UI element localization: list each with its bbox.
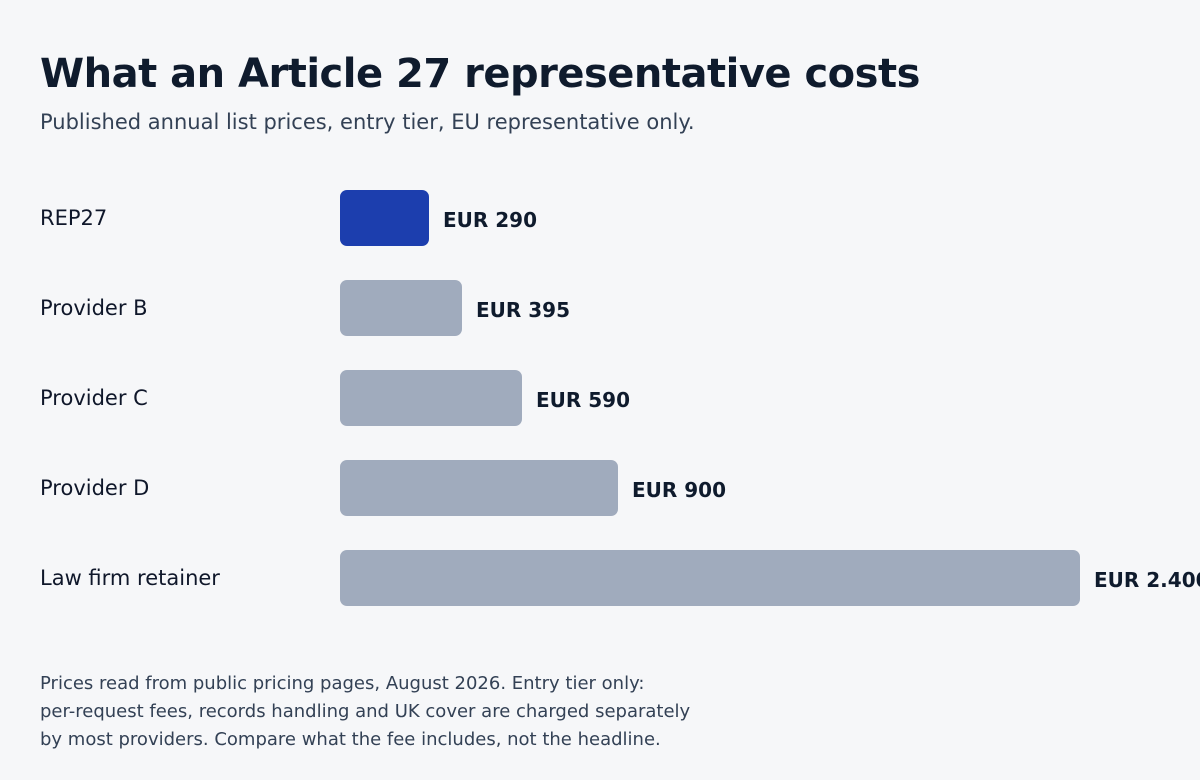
value-label: EUR 395 bbox=[476, 298, 571, 322]
bar-row: REP27 EUR 290 bbox=[0, 190, 1200, 246]
footnote-line-1: Prices read from public pricing pages, A… bbox=[40, 673, 645, 694]
chart-subtitle: Published annual list prices, entry tier… bbox=[40, 110, 695, 134]
value-label: EUR 290 bbox=[443, 208, 538, 232]
footnote-line-3: by most providers. Compare what the fee … bbox=[40, 729, 661, 750]
category-label: Provider B bbox=[40, 296, 148, 320]
bar-row: Provider B EUR 395 bbox=[0, 280, 1200, 336]
category-label: REP27 bbox=[40, 206, 108, 230]
bar bbox=[340, 370, 522, 426]
footnote-line-2: per-request fees, records handling and U… bbox=[40, 701, 691, 722]
category-label: Provider C bbox=[40, 386, 148, 410]
value-label: EUR 590 bbox=[536, 388, 631, 412]
category-label: Provider D bbox=[40, 476, 150, 500]
footnote: Prices read from public pricing pages, A… bbox=[40, 670, 800, 754]
value-label: EUR 2.400 bbox=[1094, 568, 1200, 592]
bar bbox=[340, 550, 1080, 606]
bar bbox=[340, 280, 462, 336]
chart-title: What an Article 27 representative costs bbox=[40, 51, 920, 97]
bar-row: Provider D EUR 900 bbox=[0, 460, 1200, 516]
value-label: EUR 900 bbox=[632, 478, 727, 502]
bar-row: Provider C EUR 590 bbox=[0, 370, 1200, 426]
bar-row: Law firm retainer EUR 2.400 bbox=[0, 550, 1200, 606]
bar bbox=[340, 190, 429, 246]
category-label: Law firm retainer bbox=[40, 566, 220, 590]
bar bbox=[340, 460, 618, 516]
bar-chart: REP27 EUR 290 Provider B EUR 395 Provider C E… bbox=[0, 180, 1200, 620]
